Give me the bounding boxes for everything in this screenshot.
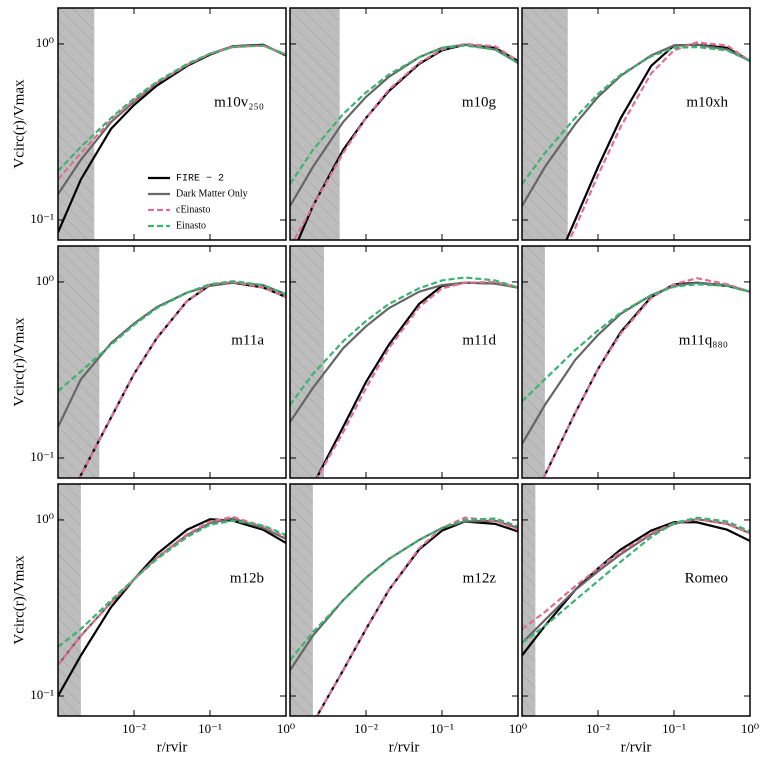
panel-label: m11d	[462, 332, 496, 348]
series-line	[522, 45, 750, 185]
plot-area	[522, 8, 750, 240]
x-tick-label: 10⁻¹	[198, 721, 222, 736]
panel-label: m12z	[463, 570, 497, 586]
y-axis-label: Vcirc(r)/Vmax	[11, 79, 27, 169]
resolution-shade	[522, 246, 545, 478]
series-line	[77, 280, 286, 478]
panel-label: m10xh	[686, 94, 728, 110]
x-tick-label: 10⁰	[509, 721, 527, 736]
x-axis-label: r/rvir	[157, 739, 188, 755]
series-line	[315, 516, 518, 716]
panel-label: m10g	[462, 94, 497, 110]
legend-label: Einasto	[176, 220, 206, 231]
y-axis-label: Vcirc(r)/Vmax	[11, 317, 27, 407]
panel: m11q₈₈₀	[521, 245, 751, 479]
plot-area	[58, 484, 286, 716]
panel: m11d	[289, 245, 519, 479]
panel-frame	[57, 483, 287, 717]
y-axis-label: Vcirc(r)/Vmax	[11, 555, 27, 645]
resolution-shade	[290, 8, 340, 240]
resolution-shade	[290, 484, 313, 716]
panel: 10⁻² 10⁻¹ 10⁰ m12z r/rvir	[289, 483, 527, 755]
panel-frame	[289, 7, 519, 241]
x-tick-label: 10⁻²	[122, 721, 146, 736]
series-line	[58, 517, 286, 666]
series-line	[315, 520, 518, 716]
y-tick-label: 10⁰	[36, 273, 54, 288]
legend-label: FIRE − 2	[176, 174, 224, 185]
series-line	[522, 516, 750, 644]
panel-frame	[289, 245, 519, 479]
panel: 10⁻² 10⁻¹ 10⁰ Romeo r/rvir	[521, 483, 759, 755]
plot-area	[290, 246, 518, 478]
y-tick-label: 10⁰	[36, 511, 54, 526]
panel-label: m12b	[230, 570, 264, 586]
panel-label: m10v₂₅₀	[214, 94, 264, 110]
resolution-shade	[58, 8, 95, 240]
panel-label: Romeo	[685, 570, 728, 586]
series-line	[522, 521, 750, 657]
panel: m10xh	[521, 7, 751, 241]
series-line	[568, 41, 750, 240]
series-line	[58, 519, 286, 648]
series-line	[58, 44, 286, 172]
x-tick-label: 10⁻²	[354, 721, 378, 736]
resolution-shade	[58, 484, 81, 716]
series-line	[522, 281, 750, 445]
series-line	[290, 276, 518, 406]
series-line	[290, 517, 518, 661]
x-tick-label: 10⁻¹	[662, 721, 686, 736]
panel-label: m11q₈₈₀	[679, 332, 728, 348]
series-line	[58, 280, 286, 392]
series-line	[542, 281, 750, 478]
panel-label: m11a	[231, 332, 264, 348]
series-line	[290, 44, 518, 185]
series-line	[542, 277, 750, 478]
y-tick-label: 10⁰	[36, 35, 54, 50]
series-line	[315, 280, 518, 478]
x-axis-label: r/rvir	[621, 739, 652, 755]
plot-area	[58, 8, 286, 240]
y-tick-label: 10⁻¹	[30, 687, 54, 702]
series-line	[58, 515, 286, 666]
plot-area	[58, 246, 286, 478]
x-tick-label: 10⁻²	[586, 721, 610, 736]
series-line	[58, 44, 286, 181]
panel-frame	[521, 245, 751, 479]
plot-area	[290, 8, 518, 240]
plot-area	[290, 484, 518, 716]
plot-area	[522, 484, 750, 716]
panel-frame	[57, 7, 287, 241]
panel-frame	[289, 483, 519, 717]
y-tick-label: 10⁻¹	[30, 449, 54, 464]
panel: 10⁻² 10⁻¹ 10⁰ 10⁻¹ 10⁰ m12b r/rvir Vcirc(r)/Vma…	[11, 483, 295, 755]
x-tick-label: 10⁰	[741, 721, 759, 736]
resolution-shade	[290, 246, 324, 478]
resolution-shade	[522, 484, 536, 716]
plot-area	[522, 246, 750, 478]
series-line	[292, 42, 518, 240]
panel-frame	[521, 483, 751, 717]
panel: 10⁻¹ 10⁰ m11a Vcirc(r)/Vmax	[11, 245, 287, 479]
panel-frame	[57, 245, 287, 479]
legend-label: cEinasto	[176, 204, 210, 215]
series-line	[522, 518, 750, 644]
series-line	[522, 518, 750, 630]
legend-label: Dark Matter Only	[176, 188, 248, 199]
series-line	[522, 283, 750, 403]
panel: 10⁻¹ 10⁰ m10v₂₅₀ Vcirc(r)/Vmax FIRE − 2 Dark …	[11, 7, 287, 241]
x-tick-label: 10⁻¹	[430, 721, 454, 736]
series-line	[315, 281, 518, 478]
x-tick-label: 10⁰	[277, 721, 295, 736]
resolution-shade	[522, 8, 568, 240]
y-tick-label: 10⁻¹	[30, 211, 54, 226]
x-axis-label: r/rvir	[389, 739, 420, 755]
panel: m10g	[289, 7, 519, 241]
series-line	[290, 519, 518, 671]
series-line	[58, 518, 286, 697]
panel-frame	[521, 7, 751, 241]
series-line	[290, 281, 518, 423]
